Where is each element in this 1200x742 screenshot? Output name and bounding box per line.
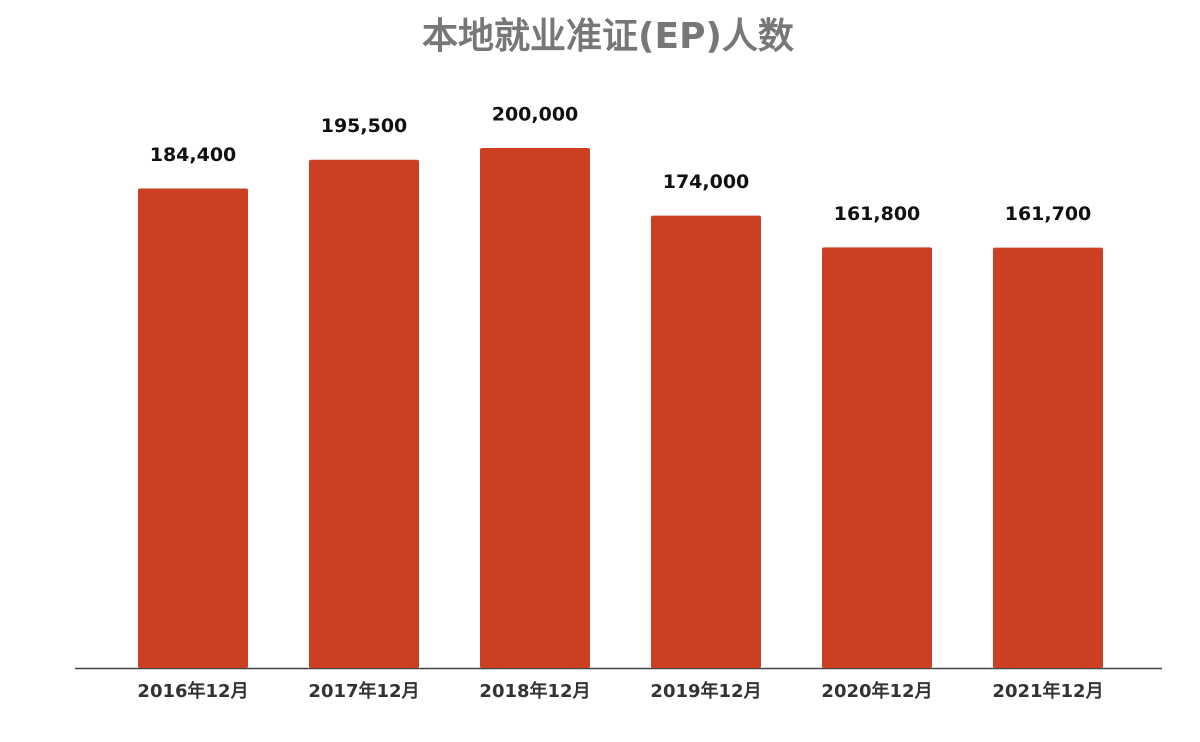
value-label: 200,000 bbox=[492, 104, 579, 126]
x-tick-label: 2017年12月 bbox=[308, 680, 419, 702]
value-label: 174,000 bbox=[663, 171, 750, 193]
x-tick-label: 2018年12月 bbox=[479, 680, 590, 702]
bar bbox=[480, 148, 590, 668]
x-tick-label: 2016年12月 bbox=[137, 680, 248, 702]
chart-title: 本地就业准证(EP)人数 bbox=[422, 16, 794, 57]
x-tick-label: 2020年12月 bbox=[821, 680, 932, 702]
bar bbox=[309, 159, 419, 668]
bar bbox=[651, 215, 761, 668]
bar bbox=[138, 188, 248, 668]
bar bbox=[822, 247, 932, 668]
x-tick-label: 2021年12月 bbox=[992, 680, 1103, 702]
x-tick-label: 2019年12月 bbox=[650, 680, 761, 702]
value-label: 195,500 bbox=[321, 115, 408, 137]
value-label: 161,800 bbox=[834, 203, 921, 225]
value-label: 184,400 bbox=[150, 144, 237, 166]
value-label: 161,700 bbox=[1005, 203, 1092, 225]
bar bbox=[993, 247, 1103, 668]
